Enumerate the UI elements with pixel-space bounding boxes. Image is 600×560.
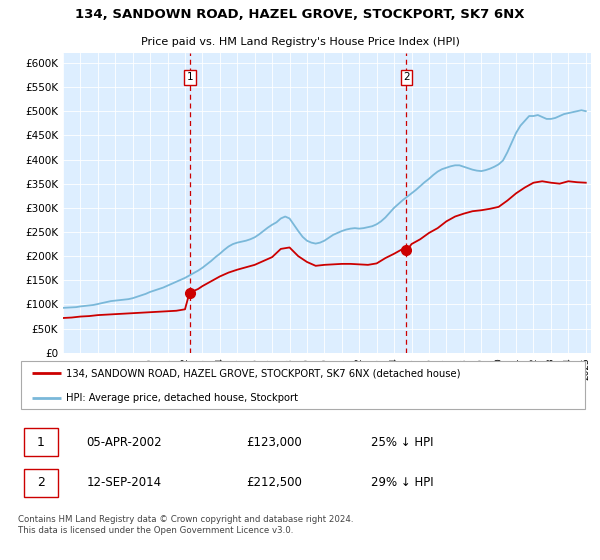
Text: 05-APR-2002: 05-APR-2002 [86,436,162,449]
Text: £123,000: £123,000 [246,436,302,449]
Text: 2: 2 [37,477,45,489]
Text: 1: 1 [187,72,193,82]
Text: 2: 2 [403,72,410,82]
Text: Contains HM Land Registry data © Crown copyright and database right 2024.
This d: Contains HM Land Registry data © Crown c… [18,515,353,535]
Text: 134, SANDOWN ROAD, HAZEL GROVE, STOCKPORT, SK7 6NX: 134, SANDOWN ROAD, HAZEL GROVE, STOCKPOR… [75,8,525,21]
Text: £212,500: £212,500 [246,477,302,489]
FancyBboxPatch shape [24,428,58,456]
Text: Price paid vs. HM Land Registry's House Price Index (HPI): Price paid vs. HM Land Registry's House … [140,37,460,47]
Text: 1: 1 [37,436,45,449]
FancyBboxPatch shape [24,469,58,497]
Text: HPI: Average price, detached house, Stockport: HPI: Average price, detached house, Stoc… [67,393,298,403]
Text: 25% ↓ HPI: 25% ↓ HPI [371,436,434,449]
Text: 12-SEP-2014: 12-SEP-2014 [86,477,161,489]
FancyBboxPatch shape [21,361,585,409]
Text: 29% ↓ HPI: 29% ↓ HPI [371,477,434,489]
Text: 134, SANDOWN ROAD, HAZEL GROVE, STOCKPORT, SK7 6NX (detached house): 134, SANDOWN ROAD, HAZEL GROVE, STOCKPOR… [67,368,461,379]
